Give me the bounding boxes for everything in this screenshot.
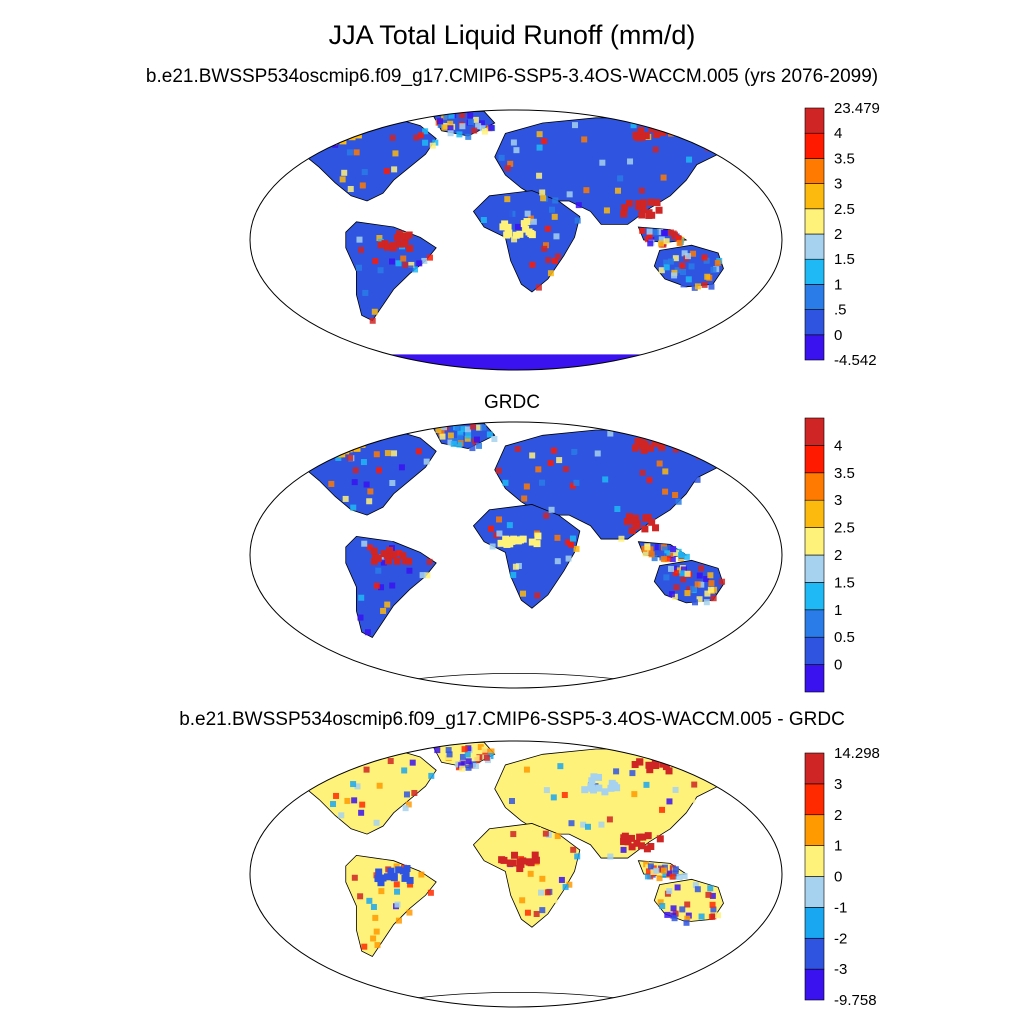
colorbar-swatch — [804, 554, 825, 583]
hotspot-amazon — [377, 230, 414, 252]
colorbar-swatch — [804, 814, 825, 846]
colorbar-tick-label: 4 — [834, 437, 842, 454]
hotspot-west-africa — [498, 851, 540, 873]
colorbar-swatch — [804, 208, 825, 235]
map-frame — [249, 421, 783, 689]
colorbar-tick-label: -4.542 — [834, 352, 877, 369]
colorbar-swatch — [804, 582, 825, 611]
colorbar-tick-label: -1 — [834, 899, 847, 916]
colorbar-tick-label: 0 — [834, 327, 842, 344]
map-panel-1 — [249, 109, 783, 371]
colorbar-tick-label: 3 — [834, 176, 842, 193]
hotspot-north-russia — [581, 773, 621, 796]
colorbar-tick-label: 4 — [834, 125, 842, 142]
colorbar-swatch — [804, 968, 825, 1001]
colorbar-swatch — [804, 334, 825, 361]
colorbar-tick-label: 2.5 — [834, 201, 855, 218]
colorbar-tick-label: 2 — [834, 547, 842, 564]
colorbar-tick-label: 2 — [834, 226, 842, 243]
colorbar-swatch — [804, 284, 825, 310]
colorbar-swatch — [804, 907, 825, 939]
panel-2-subtitle: GRDC — [484, 392, 540, 413]
colorbar-swatch — [804, 845, 825, 877]
grid-cell-texture — [294, 423, 726, 636]
colorbar-swatch — [804, 417, 825, 446]
hotspot-se-asia — [620, 198, 663, 219]
colorbar-tick-label: 0 — [834, 869, 842, 886]
colorbar-tick-label: 3.5 — [834, 465, 855, 482]
antarctica-field — [250, 354, 782, 370]
hotspot-amazon — [374, 865, 414, 887]
map-panel-3 — [249, 740, 783, 1008]
hotspot-se-asia — [623, 513, 660, 535]
colorbar-tick-label: 0.5 — [834, 629, 855, 646]
colorbar-tick-label: 1.5 — [834, 574, 855, 591]
colorbar-swatch — [804, 499, 825, 528]
colorbar-2: 0 0.5 1 1.5 2 2.5 3 3.5 4 — [804, 417, 855, 693]
map-panel-2 — [249, 421, 783, 689]
colorbar-tick-label: 2.5 — [834, 520, 855, 537]
continent-africa — [472, 504, 581, 609]
colorbar-tick-label: .5 — [834, 302, 847, 319]
panel-1-subtitle: b.e21.BWSSP534oscmip6.f09_g17.CMIP6-SSP5… — [145, 66, 879, 87]
hotspot-west-africa — [499, 218, 536, 239]
grid-cell-texture — [316, 742, 722, 950]
colorbar-tick-label: 3 — [834, 776, 842, 793]
colorbar-swatch — [804, 609, 825, 638]
colorbar-tick-label: 1 — [834, 838, 842, 855]
main-title: JJA Total Liquid Runoff (mm/d) — [328, 20, 696, 50]
colorbar-tick-label: 1 — [834, 602, 842, 619]
continent-south-america — [345, 221, 437, 322]
colorbar-swatch — [804, 527, 825, 556]
colorbar-tick-label: -3 — [834, 961, 847, 978]
colorbar-swatch — [804, 183, 825, 210]
colorbar-tick-label: 1.5 — [834, 251, 855, 268]
colorbar-tick-label: 3 — [834, 492, 842, 509]
colorbar-swatch — [804, 107, 825, 134]
hotspot-se-asia — [620, 832, 664, 853]
hotspot-west-africa — [497, 532, 542, 548]
colorbar-tick-label: -9.758 — [834, 992, 877, 1009]
colorbar-swatch — [804, 445, 825, 474]
colorbar-swatch — [804, 636, 825, 665]
colorbar-tick-label: 3.5 — [834, 150, 855, 167]
colorbar-swatch — [804, 158, 825, 184]
colorbar-1: -4.542 0 .5 1 1.5 2 2.5 3 3.5 4 23.479 — [804, 100, 880, 369]
colorbar-swatch — [804, 258, 825, 285]
colorbar-tick-label: 2 — [834, 807, 842, 824]
colorbar-swatch — [804, 309, 825, 336]
map-frame — [249, 109, 783, 371]
colorbar-tick-label: -2 — [834, 930, 847, 947]
colorbar-tick-label: 23.479 — [834, 100, 880, 117]
colorbar-tick-label: 1 — [834, 276, 842, 293]
colorbar-swatch — [804, 876, 825, 908]
colorbar-3: -9.758 -3 -2 -1 0 1 2 3 14.298 — [804, 745, 880, 1009]
colorbar-tick-label: 0 — [834, 657, 842, 674]
hotspot-amazon — [370, 546, 413, 565]
colorbar-swatch — [804, 752, 825, 785]
colorbar-swatch — [804, 937, 825, 970]
colorbar-swatch — [804, 472, 825, 501]
map-frame — [249, 740, 783, 1008]
panel-3-subtitle: b.e21.BWSSP534oscmip6.f09_g17.CMIP6-SSP5… — [179, 709, 845, 730]
colorbar-swatch — [804, 783, 825, 816]
colorbar-swatch — [804, 132, 825, 159]
colorbar-swatch — [804, 233, 825, 260]
colorbar-tick-label: 14.298 — [834, 745, 880, 762]
colorbar-swatch — [804, 664, 825, 693]
